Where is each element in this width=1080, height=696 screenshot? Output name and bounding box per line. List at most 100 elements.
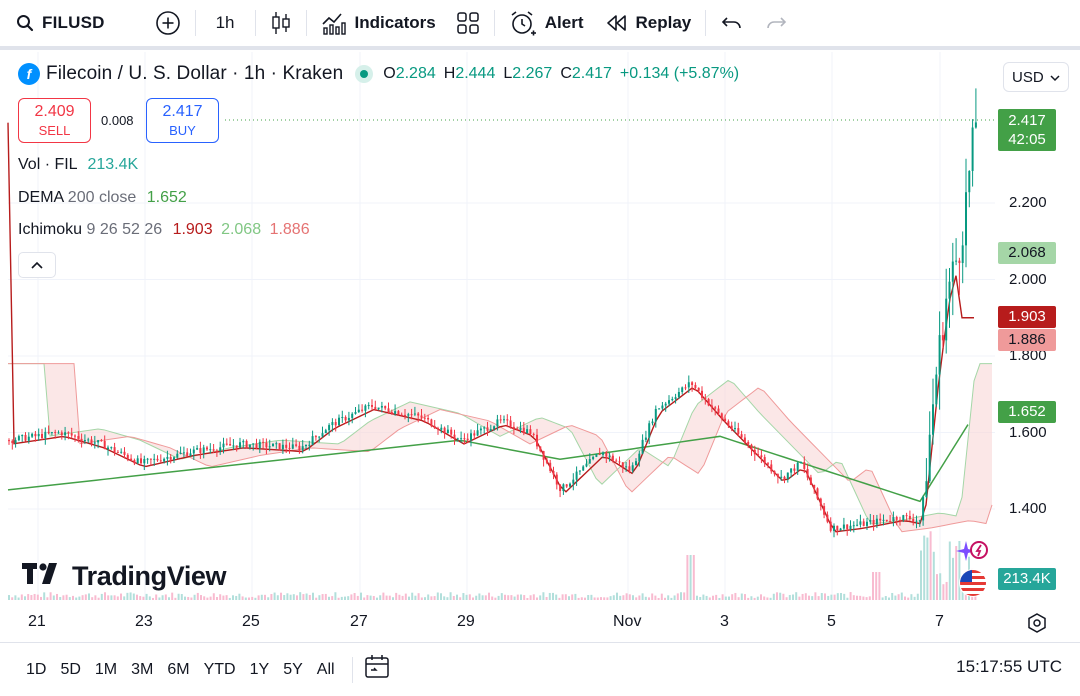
candle-body bbox=[559, 484, 562, 492]
candle-body bbox=[658, 408, 661, 410]
sell-button[interactable]: 2.409 SELL bbox=[18, 98, 91, 143]
volume-bar bbox=[155, 594, 158, 600]
alert-button[interactable]: Alert bbox=[499, 0, 594, 46]
volume-bar bbox=[376, 597, 378, 600]
candle-body bbox=[258, 441, 261, 449]
redo-button[interactable] bbox=[754, 0, 798, 46]
legend-title[interactable]: Filecoin / U. S. Dollar · 1h · Kraken bbox=[46, 63, 344, 84]
volume-bar bbox=[270, 594, 273, 600]
volume-bar bbox=[8, 595, 10, 600]
volume-bar bbox=[913, 596, 916, 600]
dema-legend[interactable]: DEMA 200 close 1.652 bbox=[18, 189, 187, 207]
volume-bar bbox=[382, 592, 385, 600]
volume-legend[interactable]: Vol · FIL 213.4K bbox=[18, 156, 138, 174]
volume-bar bbox=[571, 594, 574, 600]
candle-body bbox=[529, 429, 532, 434]
interval-button[interactable]: 1h bbox=[200, 0, 251, 46]
volume-bar bbox=[72, 595, 74, 600]
compare-add-button[interactable] bbox=[145, 0, 191, 46]
range-3m-button[interactable]: 3M bbox=[131, 660, 154, 678]
volume-bar bbox=[273, 592, 276, 600]
candle-body bbox=[334, 422, 337, 426]
range-5d-button[interactable]: 5D bbox=[60, 660, 81, 678]
range-1m-button[interactable]: 1M bbox=[94, 660, 118, 678]
volume-bar bbox=[228, 597, 231, 600]
time-axis[interactable]: 21 23 25 27 29 Nov 3 5 7 bbox=[0, 604, 1080, 640]
range-1d-button[interactable]: 1D bbox=[26, 660, 47, 678]
candle-body bbox=[806, 468, 809, 478]
volume-bar bbox=[433, 596, 436, 600]
volume-bar bbox=[164, 594, 167, 600]
candle-body bbox=[456, 438, 459, 440]
volume-bar bbox=[907, 597, 910, 600]
dema-value: 1.652 bbox=[146, 189, 187, 206]
candle-body bbox=[509, 420, 512, 427]
candle-body bbox=[31, 433, 34, 437]
price-chart[interactable] bbox=[0, 50, 1080, 642]
chevron-up-icon bbox=[31, 256, 43, 274]
range-5y-button[interactable]: 5Y bbox=[283, 660, 303, 678]
volume-bar bbox=[305, 593, 308, 600]
volume-bar bbox=[622, 595, 625, 600]
ichimoku-legend[interactable]: Ichimoku 9 26 52 26 1.903 2.068 1.886 bbox=[18, 221, 310, 239]
candle-body bbox=[265, 442, 268, 448]
candle-body bbox=[648, 423, 651, 438]
candle-body bbox=[446, 429, 449, 434]
chart-type-button[interactable] bbox=[260, 0, 302, 46]
range-6m-button[interactable]: 6M bbox=[167, 660, 190, 678]
volume-bar bbox=[126, 592, 129, 600]
layouts-button[interactable] bbox=[446, 0, 490, 46]
ichimoku-span-b-value: 1.886 bbox=[269, 221, 310, 238]
volume-bar bbox=[203, 596, 206, 600]
open-value: 2.284 bbox=[395, 65, 436, 82]
volume-bar bbox=[606, 597, 609, 600]
chart-pane[interactable] bbox=[0, 50, 1080, 642]
candle-body bbox=[592, 456, 595, 460]
tradingview-logo[interactable]: TradingView bbox=[22, 561, 227, 592]
utc-clock[interactable]: 15:17:55 UTC bbox=[956, 657, 1062, 676]
candle-body bbox=[291, 444, 294, 449]
volume-bar bbox=[750, 596, 753, 600]
candle-body bbox=[417, 413, 420, 416]
currency-dropdown[interactable]: USD bbox=[1003, 62, 1069, 92]
candle-body bbox=[143, 458, 146, 464]
candle-body bbox=[866, 521, 868, 526]
candle-body bbox=[222, 443, 225, 448]
volume-bar bbox=[219, 594, 222, 600]
candle-body bbox=[331, 422, 334, 426]
ichimoku-span-a-value: 2.068 bbox=[221, 221, 262, 238]
volume-bar bbox=[123, 596, 126, 600]
volume-bar bbox=[625, 593, 628, 600]
volume-bar bbox=[174, 597, 177, 600]
chart-settings-icon[interactable] bbox=[1026, 612, 1048, 639]
candle-body bbox=[113, 447, 116, 452]
volume-bar bbox=[417, 593, 420, 600]
candle-body bbox=[186, 452, 189, 456]
volume-bar bbox=[740, 593, 743, 600]
volume-bar bbox=[558, 597, 561, 600]
candle-body bbox=[800, 462, 802, 464]
candle-body bbox=[351, 413, 354, 418]
replay-button[interactable]: Replay bbox=[594, 0, 702, 46]
range-ytd-button[interactable]: YTD bbox=[203, 660, 236, 678]
candle-body bbox=[664, 403, 667, 406]
indicators-button[interactable]: Indicators bbox=[311, 0, 446, 46]
candle-body bbox=[928, 434, 931, 482]
candle-body bbox=[770, 464, 773, 472]
range-all-button[interactable]: All bbox=[316, 660, 335, 678]
buy-button[interactable]: 2.417 BUY bbox=[146, 98, 219, 143]
collapse-legend-button[interactable] bbox=[18, 252, 56, 278]
candle-body bbox=[407, 414, 410, 416]
volume-bar bbox=[33, 593, 36, 600]
ai-assistant-icon[interactable] bbox=[955, 535, 989, 572]
symbol-search-button[interactable]: FILUSD bbox=[0, 0, 115, 46]
candle-body bbox=[384, 405, 387, 409]
range-1y-button[interactable]: 1Y bbox=[249, 660, 270, 678]
volume-bar bbox=[331, 596, 334, 600]
undo-button[interactable] bbox=[710, 0, 754, 46]
volume-bar bbox=[280, 592, 282, 600]
volume-bar bbox=[488, 592, 490, 600]
date-range-icon[interactable] bbox=[363, 654, 391, 685]
candle-body bbox=[651, 421, 654, 424]
volume-bar bbox=[353, 593, 356, 600]
